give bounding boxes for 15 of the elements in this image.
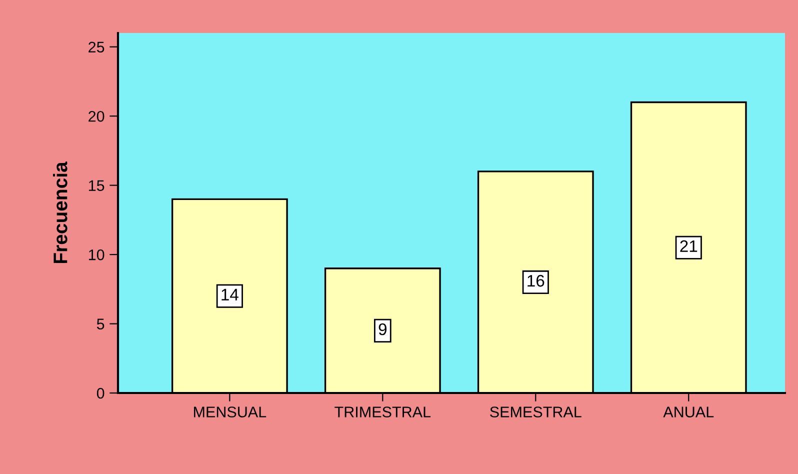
data-label: 9 bbox=[378, 323, 387, 336]
x-tick-label: ANUAL bbox=[663, 406, 714, 418]
data-label: 16 bbox=[528, 274, 544, 287]
y-tick-label: 20 bbox=[88, 110, 104, 122]
x-tick-label: TRIMESTRAL bbox=[334, 406, 431, 418]
data-label: 21 bbox=[680, 240, 698, 252]
y-tick-label: 15 bbox=[88, 180, 104, 191]
y-tick-label: 0 bbox=[96, 388, 104, 399]
y-tick-label: 5 bbox=[96, 318, 104, 330]
x-tick-label: SEMESTRAL bbox=[490, 406, 582, 418]
y-tick-label: 10 bbox=[88, 249, 104, 260]
y-tick-label: 25 bbox=[88, 42, 104, 53]
data-label: 14 bbox=[222, 288, 238, 300]
x-tick-label: MENSUAL bbox=[194, 406, 266, 418]
y-axis-title: Frecuencia bbox=[53, 162, 68, 264]
